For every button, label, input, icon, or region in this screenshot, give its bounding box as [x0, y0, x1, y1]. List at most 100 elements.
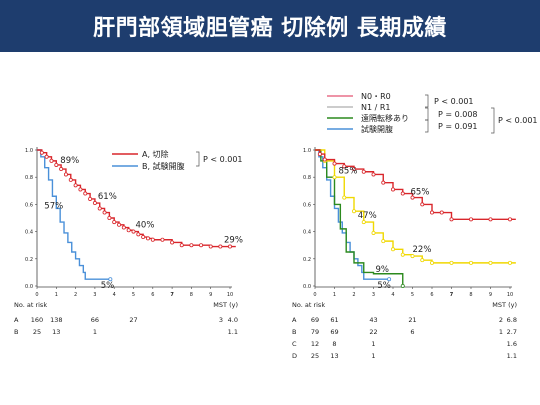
- risk-count: 61: [330, 316, 338, 324]
- censor-mark: [381, 239, 386, 244]
- y-tick-label: 0.2: [303, 257, 311, 263]
- mst-value: 1.1: [507, 352, 517, 360]
- censor-mark: [429, 260, 434, 265]
- x-tick-label: 4: [391, 292, 394, 298]
- risk-count: 27: [129, 316, 137, 324]
- mst-value: 2.7: [507, 328, 517, 336]
- x-tick-label: 8: [190, 292, 193, 298]
- y-tick-label: 0.4: [303, 230, 311, 236]
- risk-count: 25: [33, 328, 41, 336]
- risk-count: 1: [371, 352, 375, 360]
- censor-mark: [371, 172, 376, 177]
- legend-bracket: [425, 119, 429, 133]
- data-label: 61%: [98, 192, 117, 202]
- legend-label: N1 / R1: [361, 103, 391, 112]
- censor-mark: [49, 158, 54, 163]
- data-label: 22%: [413, 245, 432, 255]
- censor-mark: [108, 277, 113, 282]
- censor-mark: [420, 202, 425, 207]
- y-tick-label: 0.6: [25, 202, 33, 208]
- censor-mark: [73, 183, 78, 188]
- risk-count: 160: [31, 316, 43, 324]
- data-label: 47%: [358, 211, 377, 221]
- censor-mark: [59, 167, 64, 172]
- censor-mark: [381, 180, 386, 185]
- risk-count: 6: [410, 328, 414, 336]
- data-label: 40%: [136, 221, 155, 231]
- risk-row-label: A: [14, 316, 19, 324]
- series-line: [315, 149, 404, 286]
- censor-mark: [112, 220, 117, 225]
- x-tick-label: 10: [507, 292, 513, 298]
- p-value: P < 0.001: [498, 116, 538, 125]
- censor-mark: [189, 243, 194, 248]
- mst-header: MST (y): [213, 301, 238, 309]
- data-label: 5%: [101, 281, 115, 291]
- risk-row-label: A: [292, 316, 297, 324]
- censor-mark: [160, 237, 165, 242]
- censor-mark: [179, 243, 184, 248]
- censor-mark: [107, 215, 112, 220]
- page-title: 肝門部領域胆管癌 切除例 長期成績: [93, 16, 447, 41]
- risk-count: 8: [332, 340, 336, 348]
- series-line: [315, 149, 516, 264]
- y-tick-label: 1.0: [303, 148, 311, 154]
- risk-count: 21: [408, 316, 416, 324]
- risk-table-header: No. at risk: [14, 301, 47, 309]
- y-tick-label: 0.8: [25, 175, 33, 181]
- x-tick-label: 6: [151, 292, 154, 298]
- x-tick-label: 7: [450, 292, 454, 298]
- risk-row-label: B: [14, 328, 18, 336]
- risk-count: 1: [93, 328, 97, 336]
- censor-mark: [141, 235, 146, 240]
- censor-mark: [449, 217, 454, 222]
- censor-mark: [351, 209, 356, 214]
- censor-mark: [410, 195, 415, 200]
- censor-mark: [121, 225, 126, 230]
- risk-count: 13: [330, 352, 338, 360]
- title-bar: [0, 0, 540, 52]
- mst-value: 6.8: [507, 316, 517, 324]
- censor-mark: [97, 206, 102, 211]
- censor-mark: [449, 260, 454, 265]
- y-tick-label: 0.0: [303, 284, 311, 290]
- censor-mark: [429, 210, 434, 215]
- censor-mark: [400, 283, 405, 288]
- censor-mark: [361, 169, 366, 174]
- y-tick-label: 0.0: [25, 284, 33, 290]
- x-tick-label: 6: [430, 292, 433, 298]
- censor-mark: [208, 244, 213, 249]
- censor-mark: [136, 232, 141, 237]
- censor-mark: [218, 244, 223, 249]
- censor-mark: [390, 187, 395, 192]
- legend-bracket: [425, 94, 429, 108]
- y-tick-label: 1.0: [25, 148, 33, 154]
- risk-count: 69: [311, 316, 319, 324]
- censor-mark: [351, 167, 356, 172]
- x-tick-label: 8: [469, 292, 472, 298]
- x-tick-label: 9: [489, 292, 492, 298]
- censor-mark: [131, 229, 136, 234]
- y-tick-label: 0.6: [303, 202, 311, 208]
- legend-label: 試験開腹: [361, 124, 393, 134]
- risk-count: 43: [369, 316, 377, 324]
- data-label: 85%: [339, 166, 358, 176]
- x-tick-label: 1: [333, 292, 336, 298]
- mst-value: 1.6: [507, 340, 517, 348]
- risk-row-label: C: [292, 340, 297, 348]
- risk-count: 22: [369, 328, 377, 336]
- censor-mark: [150, 237, 155, 242]
- censor-mark: [332, 161, 337, 166]
- x-tick-label: 3: [372, 292, 375, 298]
- censor-mark: [92, 201, 97, 206]
- data-label: 29%: [224, 236, 243, 246]
- risk-count: 1: [499, 328, 503, 336]
- legend-label: N0・R0: [361, 92, 391, 101]
- y-tick-label: 0.2: [25, 257, 33, 263]
- censor-mark: [468, 260, 473, 265]
- censor-mark: [170, 240, 175, 245]
- censor-mark: [342, 195, 347, 200]
- y-tick-label: 0.8: [303, 175, 311, 181]
- legend-label: A, 切除: [142, 149, 169, 159]
- censor-mark: [54, 162, 59, 167]
